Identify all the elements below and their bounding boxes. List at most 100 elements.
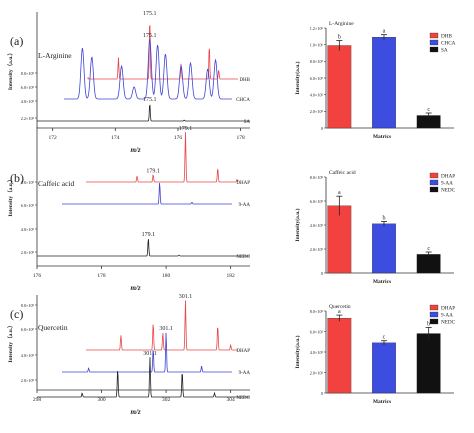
spectrum-x-tick-label: 178 <box>236 135 245 141</box>
bar <box>327 45 352 129</box>
spectrum-x-tick-label: 298 <box>33 397 42 403</box>
spectrum-y-tick-label: 8.0×10⁵ <box>21 180 35 185</box>
spectrum-y-tick-label: 8.0×10⁵ <box>21 303 35 308</box>
spectrum-y-tick-label: 8.0×10⁵ <box>21 71 35 76</box>
significance-letter: c <box>427 107 430 113</box>
legend-label: DHB <box>441 34 452 40</box>
spectrum-x-tick-label: 304 <box>227 397 236 403</box>
trace-name: SA <box>244 120 251 125</box>
spectrum-y-tick-label: 6.0×10⁵ <box>21 85 35 90</box>
spectrum-y-tick-label: 2.0×10⁵ <box>21 378 35 383</box>
bar-y-tick-label: 6.0×10⁵ <box>310 199 324 204</box>
legend-swatch <box>429 318 439 325</box>
spectrum-x-tick-label: 174 <box>111 135 120 141</box>
spectrum-x-tick-label: 182 <box>227 273 236 279</box>
spectrum-x-tick-label: 176 <box>33 273 42 279</box>
spectrum-y-tick-label: 6.0×10⁵ <box>21 327 35 332</box>
peak-label: 179.1 <box>179 126 193 132</box>
trace-name: NEDC <box>236 396 250 401</box>
trace-name: DHAP <box>236 349 250 354</box>
spectrum-trace <box>62 182 232 205</box>
bar-title: L-Arginine <box>329 21 354 27</box>
peak-label: 175.1 <box>143 33 157 39</box>
bar <box>372 342 396 394</box>
peak-label: 301.1 <box>159 326 173 332</box>
spectrum-trace <box>87 25 238 80</box>
legend-label: 9-AA <box>441 313 453 319</box>
spectrum-trace <box>37 357 250 398</box>
bar-y-label: Intensity(a.u.) <box>294 208 301 241</box>
spectrum-y-tick-label: 6.0×10⁵ <box>21 203 35 208</box>
bar-title: Caffeic acid <box>329 169 356 176</box>
spectrum-x-label: m/z <box>130 408 140 416</box>
spectrum-x-label: m/z <box>130 284 140 292</box>
trace-name: CHCA <box>236 98 250 103</box>
significance-letter: c <box>383 335 386 341</box>
significance-letter: b <box>427 321 430 327</box>
bar <box>416 254 441 274</box>
spectrum-y-tick-label: 4.0×10⁵ <box>21 227 35 232</box>
spectrum-trace <box>86 132 239 183</box>
bar-y-tick-label: 2.0×10⁵ <box>310 109 324 114</box>
spectrum-x-tick-label: 180 <box>162 273 171 279</box>
significance-letter: b <box>338 35 341 41</box>
legend-label: DHAP <box>441 306 455 312</box>
spectrum-trace <box>62 332 232 373</box>
spectrum-x-tick-label: 302 <box>162 397 171 403</box>
bar-x-label: Matrics <box>373 134 391 140</box>
legend-swatch <box>429 179 439 186</box>
compound-name: L-Arginine <box>38 51 72 60</box>
legend-label: NEDC <box>441 320 456 326</box>
panel-letter: (b) <box>10 171 24 185</box>
spectrum-y-tick-label: 2.0×10⁵ <box>21 250 35 255</box>
spectrum-trace <box>64 39 232 100</box>
peak-label: 301.1 <box>143 351 157 357</box>
bar-y-tick-label: 2.0×10⁵ <box>310 247 324 252</box>
trace-name: DHAP <box>236 181 250 186</box>
legend-label: 9-AA <box>441 181 453 187</box>
legend-swatch <box>429 311 439 318</box>
bar-y-tick-label: 0 <box>321 126 323 131</box>
spectrum-trace <box>37 104 250 122</box>
compound-name: Caffeic acid <box>38 179 75 188</box>
bar <box>372 223 396 274</box>
significance-letter: c <box>427 246 430 252</box>
bar <box>416 333 441 394</box>
legend-swatch <box>429 32 439 39</box>
spectrum-y-tick-label: 2.2×10⁵ <box>21 116 35 121</box>
spectrum-x-tick-label: 300 <box>97 397 106 403</box>
bar-y-tick-label: 8.0×10⁵ <box>310 59 324 64</box>
bar-y-tick-label: 2.0×10⁵ <box>310 370 324 375</box>
legend-swatch <box>429 304 439 311</box>
spectrum-x-tick-label: 176 <box>174 135 183 141</box>
bar-y-label: Intensity(a.u.) <box>294 61 301 94</box>
bar-y-tick-label: 4.0×10⁵ <box>310 92 324 97</box>
spectrum-x-label: m/z <box>130 146 140 154</box>
legend-label: NEDC <box>441 188 456 194</box>
bar-y-tick-label: 1.2×10⁶ <box>310 26 324 31</box>
bar-y-tick-label: 4.0×10⁵ <box>310 223 324 228</box>
legend-swatch <box>429 186 439 193</box>
significance-letter: a <box>338 309 341 315</box>
legend-label: CHCA <box>441 41 456 47</box>
peak-label: 179.1 <box>146 169 160 175</box>
spectrum-y-label: Intensity（a.u.） <box>6 322 14 362</box>
trace-name: 9-AA <box>239 203 251 208</box>
legend-label: DHAP <box>441 174 455 180</box>
significance-letter: b <box>383 215 386 221</box>
bar <box>372 37 396 129</box>
bar-x-label: Matrics <box>373 399 391 405</box>
spectrum-y-label: Intensity（a.u.） <box>6 176 14 216</box>
trace-name: 9-AA <box>239 371 251 376</box>
bar <box>327 205 352 274</box>
bar-y-tick-label: 8.0×10⁵ <box>310 175 324 180</box>
significance-letter: a <box>338 190 341 196</box>
bar-y-tick-label: 4.0×10⁵ <box>310 350 324 355</box>
legend-label: SA <box>441 48 448 54</box>
bar-x-label: Matrics <box>373 279 391 285</box>
legend-swatch <box>429 39 439 46</box>
significance-letter: a <box>383 29 386 35</box>
spectrum-y-label: Intensity（a.u.） <box>6 50 14 90</box>
spectrum-trace <box>37 239 250 257</box>
